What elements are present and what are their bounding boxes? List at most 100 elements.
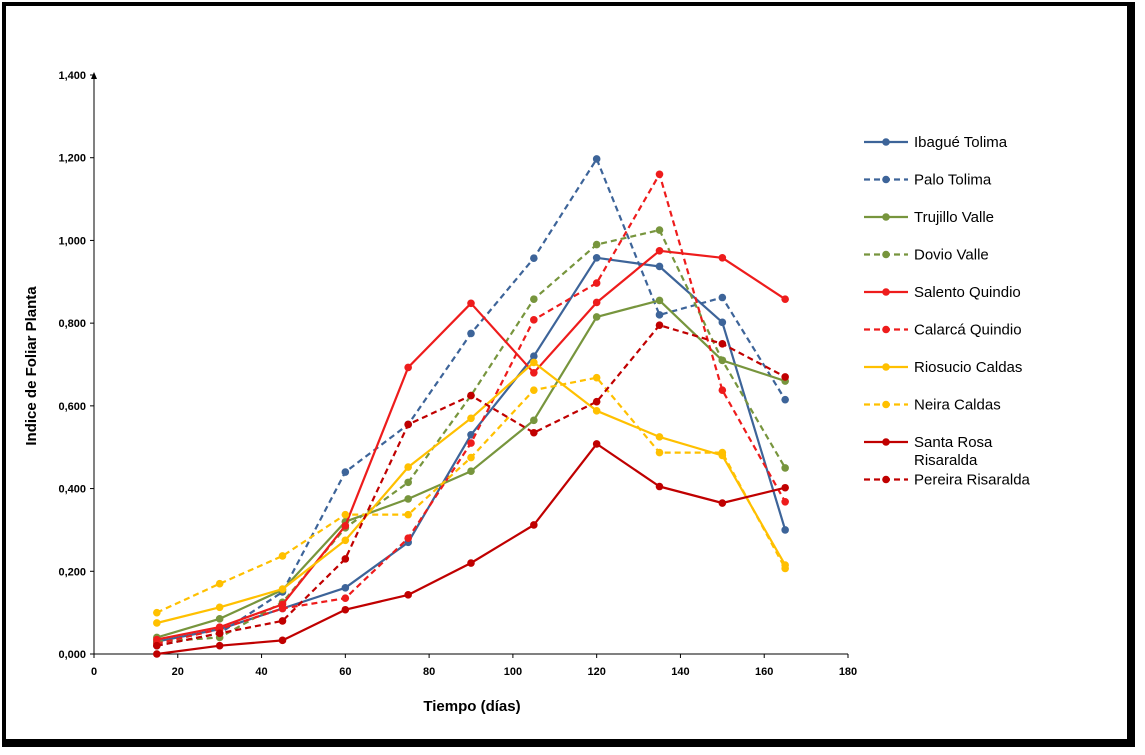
data-point (781, 464, 789, 472)
data-point (215, 615, 224, 623)
data-point (530, 254, 538, 263)
legend-label: Ibagué Tolima (914, 134, 1008, 151)
data-point (278, 552, 287, 560)
series-2 (153, 296, 789, 642)
data-point (467, 439, 475, 447)
legend-label: Salento Quindio (914, 284, 1021, 301)
axes: 0 20 40 60 80 100 120 140 160 180 0,000 0,200 0,400 0… (58, 70, 857, 678)
data-point (718, 386, 727, 394)
data-point (592, 397, 601, 406)
x-tick-label: 80 (423, 666, 435, 678)
data-point (467, 467, 475, 476)
data-point (404, 534, 412, 542)
legend-swatch-marker (882, 288, 890, 296)
data-point (153, 608, 161, 617)
legend-item: Neira Caldas (864, 397, 1001, 414)
legend-swatch-marker (882, 438, 890, 446)
legend-label: Trujillo Valle (914, 209, 994, 226)
data-point (530, 416, 538, 425)
legend-item: Trujillo Valle (864, 209, 994, 226)
data-point (341, 510, 350, 519)
data-point (467, 391, 475, 400)
data-point (278, 604, 287, 613)
data-point (530, 358, 538, 367)
series-7 (153, 373, 789, 617)
data-point (655, 321, 664, 330)
data-point (153, 641, 161, 650)
data-point (655, 226, 664, 234)
series-1 (153, 155, 789, 650)
x-tick-label: 160 (755, 666, 773, 678)
data-point (530, 521, 538, 529)
data-point (592, 155, 601, 163)
series-line (156, 229, 787, 643)
data-point (278, 636, 287, 645)
x-tick-label: 60 (339, 666, 351, 678)
legend-label: Neira Caldas (914, 397, 1001, 414)
data-point (341, 584, 350, 592)
legend-item: Palo Tolima (864, 172, 992, 189)
data-point (592, 298, 601, 307)
chart-frame: 0 20 40 60 80 100 120 140 160 180 0,000 0,200 0,400 0… (2, 2, 1135, 747)
legend-label: Riosucio Caldas (914, 359, 1022, 376)
x-tick-label: 0 (91, 666, 97, 678)
data-point (530, 352, 538, 361)
series-line (156, 442, 786, 656)
legend-swatch-marker (882, 475, 890, 484)
data-point (655, 262, 664, 271)
data-point (404, 363, 412, 372)
legend-swatch-marker (882, 250, 890, 259)
data-point (655, 296, 664, 305)
data-point (530, 368, 538, 377)
data-point (278, 617, 287, 625)
data-point (467, 559, 475, 567)
series-line (156, 157, 787, 647)
data-point (655, 482, 664, 491)
data-point (781, 373, 789, 381)
series-layer (153, 155, 789, 658)
series-5 (153, 170, 789, 648)
y-axis-title: Indice de Foliar Planta (23, 286, 40, 446)
series-8 (153, 440, 789, 658)
x-axis-title: Tiempo (días) (423, 698, 520, 715)
data-point (530, 295, 538, 303)
data-point (655, 433, 664, 441)
y-tick-label: 0,600 (58, 401, 86, 413)
data-point (592, 253, 601, 262)
data-point (215, 603, 224, 612)
legend-label: Dovio Valle (914, 247, 989, 264)
data-point (781, 526, 789, 534)
data-point (215, 641, 224, 650)
y-tick-label: 1,200 (58, 153, 86, 165)
data-point (341, 594, 350, 602)
y-tick-label: 0,400 (58, 484, 86, 496)
legend-label: Pereira Risaralda (914, 472, 1031, 489)
data-point (341, 605, 350, 614)
y-tick-label: 0,200 (58, 566, 86, 578)
data-point (781, 498, 789, 506)
data-point (404, 420, 412, 429)
legend-item: Santa Rosa Risaralda (864, 434, 993, 469)
data-point (655, 311, 664, 319)
legend-item: Pereira Risaralda (864, 472, 1031, 489)
series-9 (153, 321, 789, 650)
x-tick-label: 120 (587, 666, 605, 678)
data-point (530, 428, 538, 437)
data-point (592, 373, 601, 382)
data-point (341, 536, 350, 545)
data-point (592, 313, 601, 321)
data-point (341, 555, 350, 563)
x-tick-label: 20 (172, 666, 184, 678)
series-0 (153, 253, 789, 646)
series-line (156, 361, 787, 625)
legend-swatch-marker (882, 363, 890, 371)
x-tick-label: 180 (839, 666, 857, 678)
data-point (592, 279, 601, 287)
data-point (404, 478, 412, 487)
data-point (467, 431, 475, 439)
legend-label: Santa Rosa Risaralda (914, 434, 993, 469)
legend-item: Calarcá Quindio (864, 322, 1022, 339)
data-point (718, 340, 727, 348)
data-point (718, 293, 727, 302)
data-point (781, 483, 789, 492)
